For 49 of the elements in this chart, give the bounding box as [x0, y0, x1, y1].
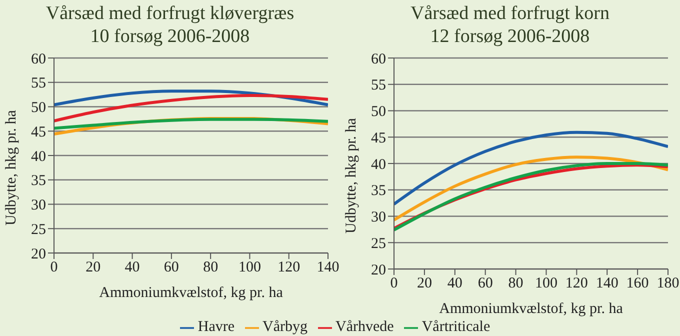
- x-tick-label: 60: [164, 260, 179, 276]
- x-tick-label: 120: [565, 276, 588, 292]
- y-tick-label: 45: [371, 130, 386, 146]
- y-tick-label: 30: [371, 210, 386, 226]
- y-tick-label: 60: [371, 51, 386, 68]
- x-tick-label: 120: [278, 260, 300, 276]
- line-series: [394, 156, 668, 222]
- legend-label: Havre: [198, 319, 235, 335]
- y-tick-label: 40: [31, 148, 46, 165]
- legend-label: Vårbyg: [262, 319, 308, 335]
- x-axis-title: Ammoniumkvælstof, kg pr. ha: [439, 301, 624, 317]
- x-axis-title: Ammoniumkvælstof, kg pr. ha: [99, 285, 284, 301]
- y-tick-label: 25: [371, 236, 386, 252]
- y-tick-label: 35: [31, 173, 46, 190]
- line-series: [54, 118, 328, 130]
- x-tick-label: 160: [626, 276, 649, 292]
- x-tick-label: 20: [416, 276, 432, 292]
- line-series: [54, 94, 328, 122]
- y-tick-label: 50: [371, 104, 386, 120]
- y-tick-label: 45: [31, 124, 46, 140]
- x-tick-label: 140: [316, 260, 340, 276]
- legend-label: Vårtriticale: [422, 319, 490, 335]
- y-tick-label: 55: [31, 76, 46, 92]
- x-tick-label: 100: [238, 260, 261, 276]
- chart-title: Vårsæd med forfrugt korn 12 forsøg 2006-2008: [410, 2, 610, 49]
- y-tick-label: 20: [31, 246, 46, 262]
- x-tick-label: 80: [508, 276, 524, 292]
- chart-title: Vårsæd med forfrugt kløvergræs 10 forsøg 2006-2008: [44, 2, 296, 49]
- x-tick-label: 40: [447, 276, 462, 292]
- x-tick-label: 100: [534, 276, 558, 292]
- legend-label: Vårhvede: [336, 319, 394, 335]
- x-tick-label: 0: [50, 260, 58, 276]
- y-tick-label: 25: [31, 222, 46, 238]
- y-axis-title: Udbytte, hkg pr. ha: [343, 118, 360, 234]
- line-series: [394, 130, 668, 206]
- y-tick-label: 50: [31, 100, 46, 116]
- x-tick-label: 0: [390, 276, 398, 292]
- x-tick-label: 80: [203, 260, 218, 276]
- x-tick-label: 20: [86, 260, 101, 276]
- y-tick-label: 55: [371, 78, 386, 94]
- x-tick-label: 40: [124, 260, 140, 276]
- x-tick-label: 140: [596, 276, 618, 292]
- x-tick-label: 60: [478, 276, 493, 292]
- y-tick-label: 30: [31, 198, 46, 214]
- y-tick-label: 40: [371, 156, 386, 173]
- x-tick-label: 180: [656, 276, 680, 292]
- y-axis-title: Udbytte, hkg pr. ha: [3, 110, 20, 226]
- y-tick-label: 35: [371, 183, 386, 200]
- y-tick-label: 60: [31, 51, 46, 68]
